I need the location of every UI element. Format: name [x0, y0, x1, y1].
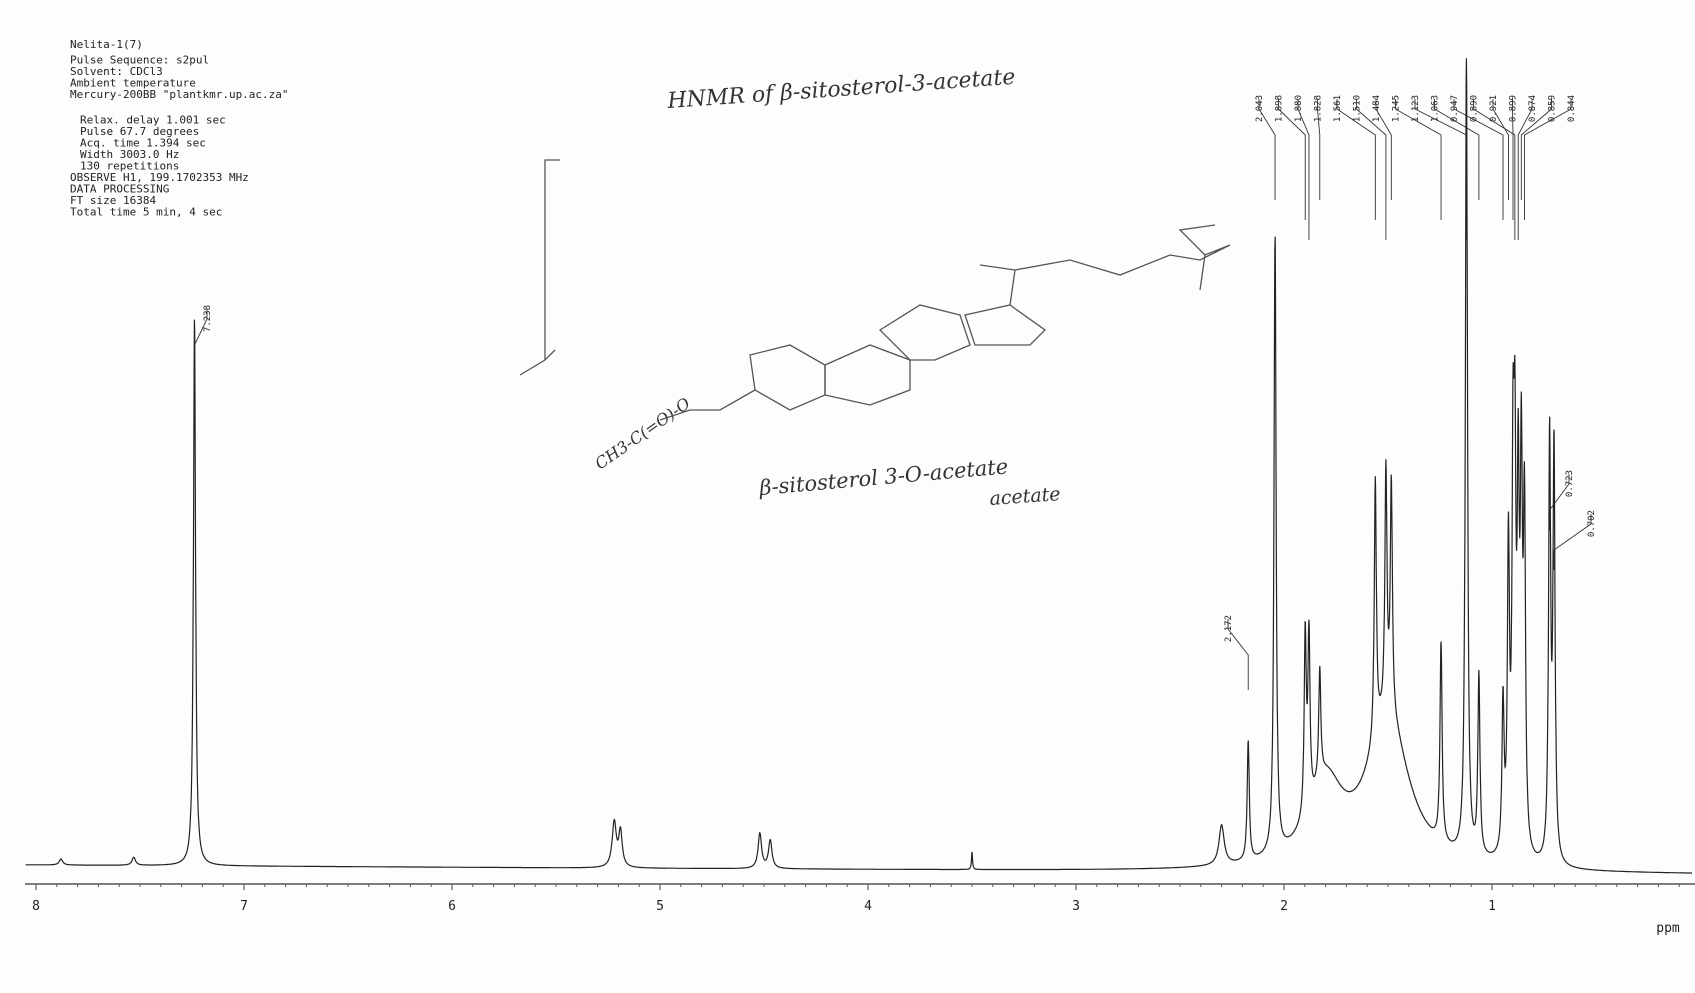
peak-label: 2.043 — [1255, 95, 1265, 122]
side-chain — [979, 224, 1231, 306]
peak-leader — [1395, 99, 1442, 220]
peak-label: 0.702 — [1587, 510, 1597, 537]
parameter-line: Ambient temperature — [70, 77, 196, 90]
peak-label: 7.238 — [203, 305, 213, 332]
peak-label: 1.484 — [1372, 95, 1382, 122]
peak-label: 2.172 — [1224, 615, 1234, 642]
peak-label: 0.899 — [1509, 95, 1519, 122]
axis-tick-label: 5 — [656, 899, 664, 914]
parameter-line: OBSERVE H1, 199.1702353 MHz — [70, 171, 249, 184]
parameter-line: Acq. time 1.394 sec — [80, 137, 206, 150]
peak-label: 1.510 — [1353, 95, 1363, 122]
parameter-line: Mercury-200BB "plantkmr.up.ac.za" — [70, 88, 289, 101]
peak-leader — [1317, 99, 1321, 200]
axis-unit: ppm — [1656, 921, 1680, 936]
peak-leader — [1517, 99, 1533, 240]
peak-leader — [1549, 474, 1570, 530]
peak-label: 0.874 — [1528, 95, 1538, 122]
peak-leader — [1492, 99, 1509, 200]
parameter-line: FT size 16384 — [70, 194, 156, 207]
parameter-block: Nelita-1(7) Pulse Sequence: s2pulSolvent:… — [70, 38, 289, 219]
peak-label: 1.245 — [1392, 95, 1402, 122]
peak-label: 1.828 — [1314, 95, 1324, 122]
peak-label: 0.859 — [1548, 95, 1558, 122]
parameter-line: Width 3003.0 Hz — [80, 148, 179, 161]
parameter-line: Pulse 67.7 degrees — [80, 125, 199, 138]
axis-tick-label: 2 — [1280, 899, 1288, 914]
parameter-line: Relax. delay 1.001 sec — [80, 114, 226, 127]
peak-leader — [1278, 99, 1306, 220]
parameter-line: Solvent: CDCl3 — [70, 65, 163, 78]
peak-leader — [1553, 514, 1592, 570]
handwritten-note: acetate — [989, 483, 1061, 510]
parameter-line: Total time 5 min, 4 sec — [70, 206, 222, 219]
peak-leader — [1227, 619, 1249, 690]
peak-leader — [1453, 99, 1504, 220]
peak-leader — [1473, 99, 1516, 240]
peak-label: 1.880 — [1294, 95, 1304, 122]
ring-d — [964, 304, 1047, 346]
parameter-line: DATA PROCESSING — [70, 183, 169, 196]
peak-label: 1.123 — [1411, 95, 1421, 122]
axis-tick-label: 1 — [1488, 899, 1496, 914]
peak-leader — [1523, 99, 1572, 220]
peak-leader — [1258, 99, 1276, 200]
peak-label: 1.898 — [1275, 95, 1285, 122]
peak-label: 0.844 — [1567, 95, 1577, 122]
ring-b — [824, 344, 911, 406]
parameter-line: Nelita-1(7) — [70, 38, 143, 51]
peak-label: 1.063 — [1431, 95, 1441, 122]
axis-tick-label: 4 — [864, 899, 872, 914]
peak-leader — [1356, 99, 1387, 240]
peak-label: 0.890 — [1470, 95, 1480, 122]
peak-labels: 2.043 1.898 1.880 1.828 1.561 1.510 1.484 1.245… — [194, 95, 1597, 690]
arrow — [519, 159, 560, 376]
axis-tick-label: 7 — [240, 899, 248, 914]
spectrum-trace — [25, 58, 1692, 874]
peak-leader — [1336, 99, 1376, 220]
structure-drawing — [519, 159, 1231, 421]
peak-leader — [1512, 99, 1514, 220]
axis-tick-label: 8 — [32, 899, 40, 914]
peak-label: 1.561 — [1333, 95, 1343, 122]
acetate-link — [659, 389, 756, 421]
peak-label: 0.723 — [1565, 470, 1575, 497]
peak-leader — [1434, 99, 1480, 200]
peak-leader — [1520, 99, 1552, 200]
parameter-line: 130 repetitions — [80, 160, 179, 173]
axis-tick-label: 6 — [448, 899, 456, 914]
parameter-line: Pulse Sequence: s2pul — [70, 54, 209, 67]
axis-tick-label: 3 — [1072, 899, 1080, 914]
ring-c — [878, 304, 971, 361]
peak-leader — [1297, 99, 1310, 240]
peak-label: 0.921 — [1489, 95, 1499, 122]
axis-ticks: 8 7 6 5 4 3 2 1 ppm — [32, 884, 1680, 936]
peak-leader — [1375, 99, 1392, 200]
peak-label: 0.947 — [1450, 95, 1460, 122]
